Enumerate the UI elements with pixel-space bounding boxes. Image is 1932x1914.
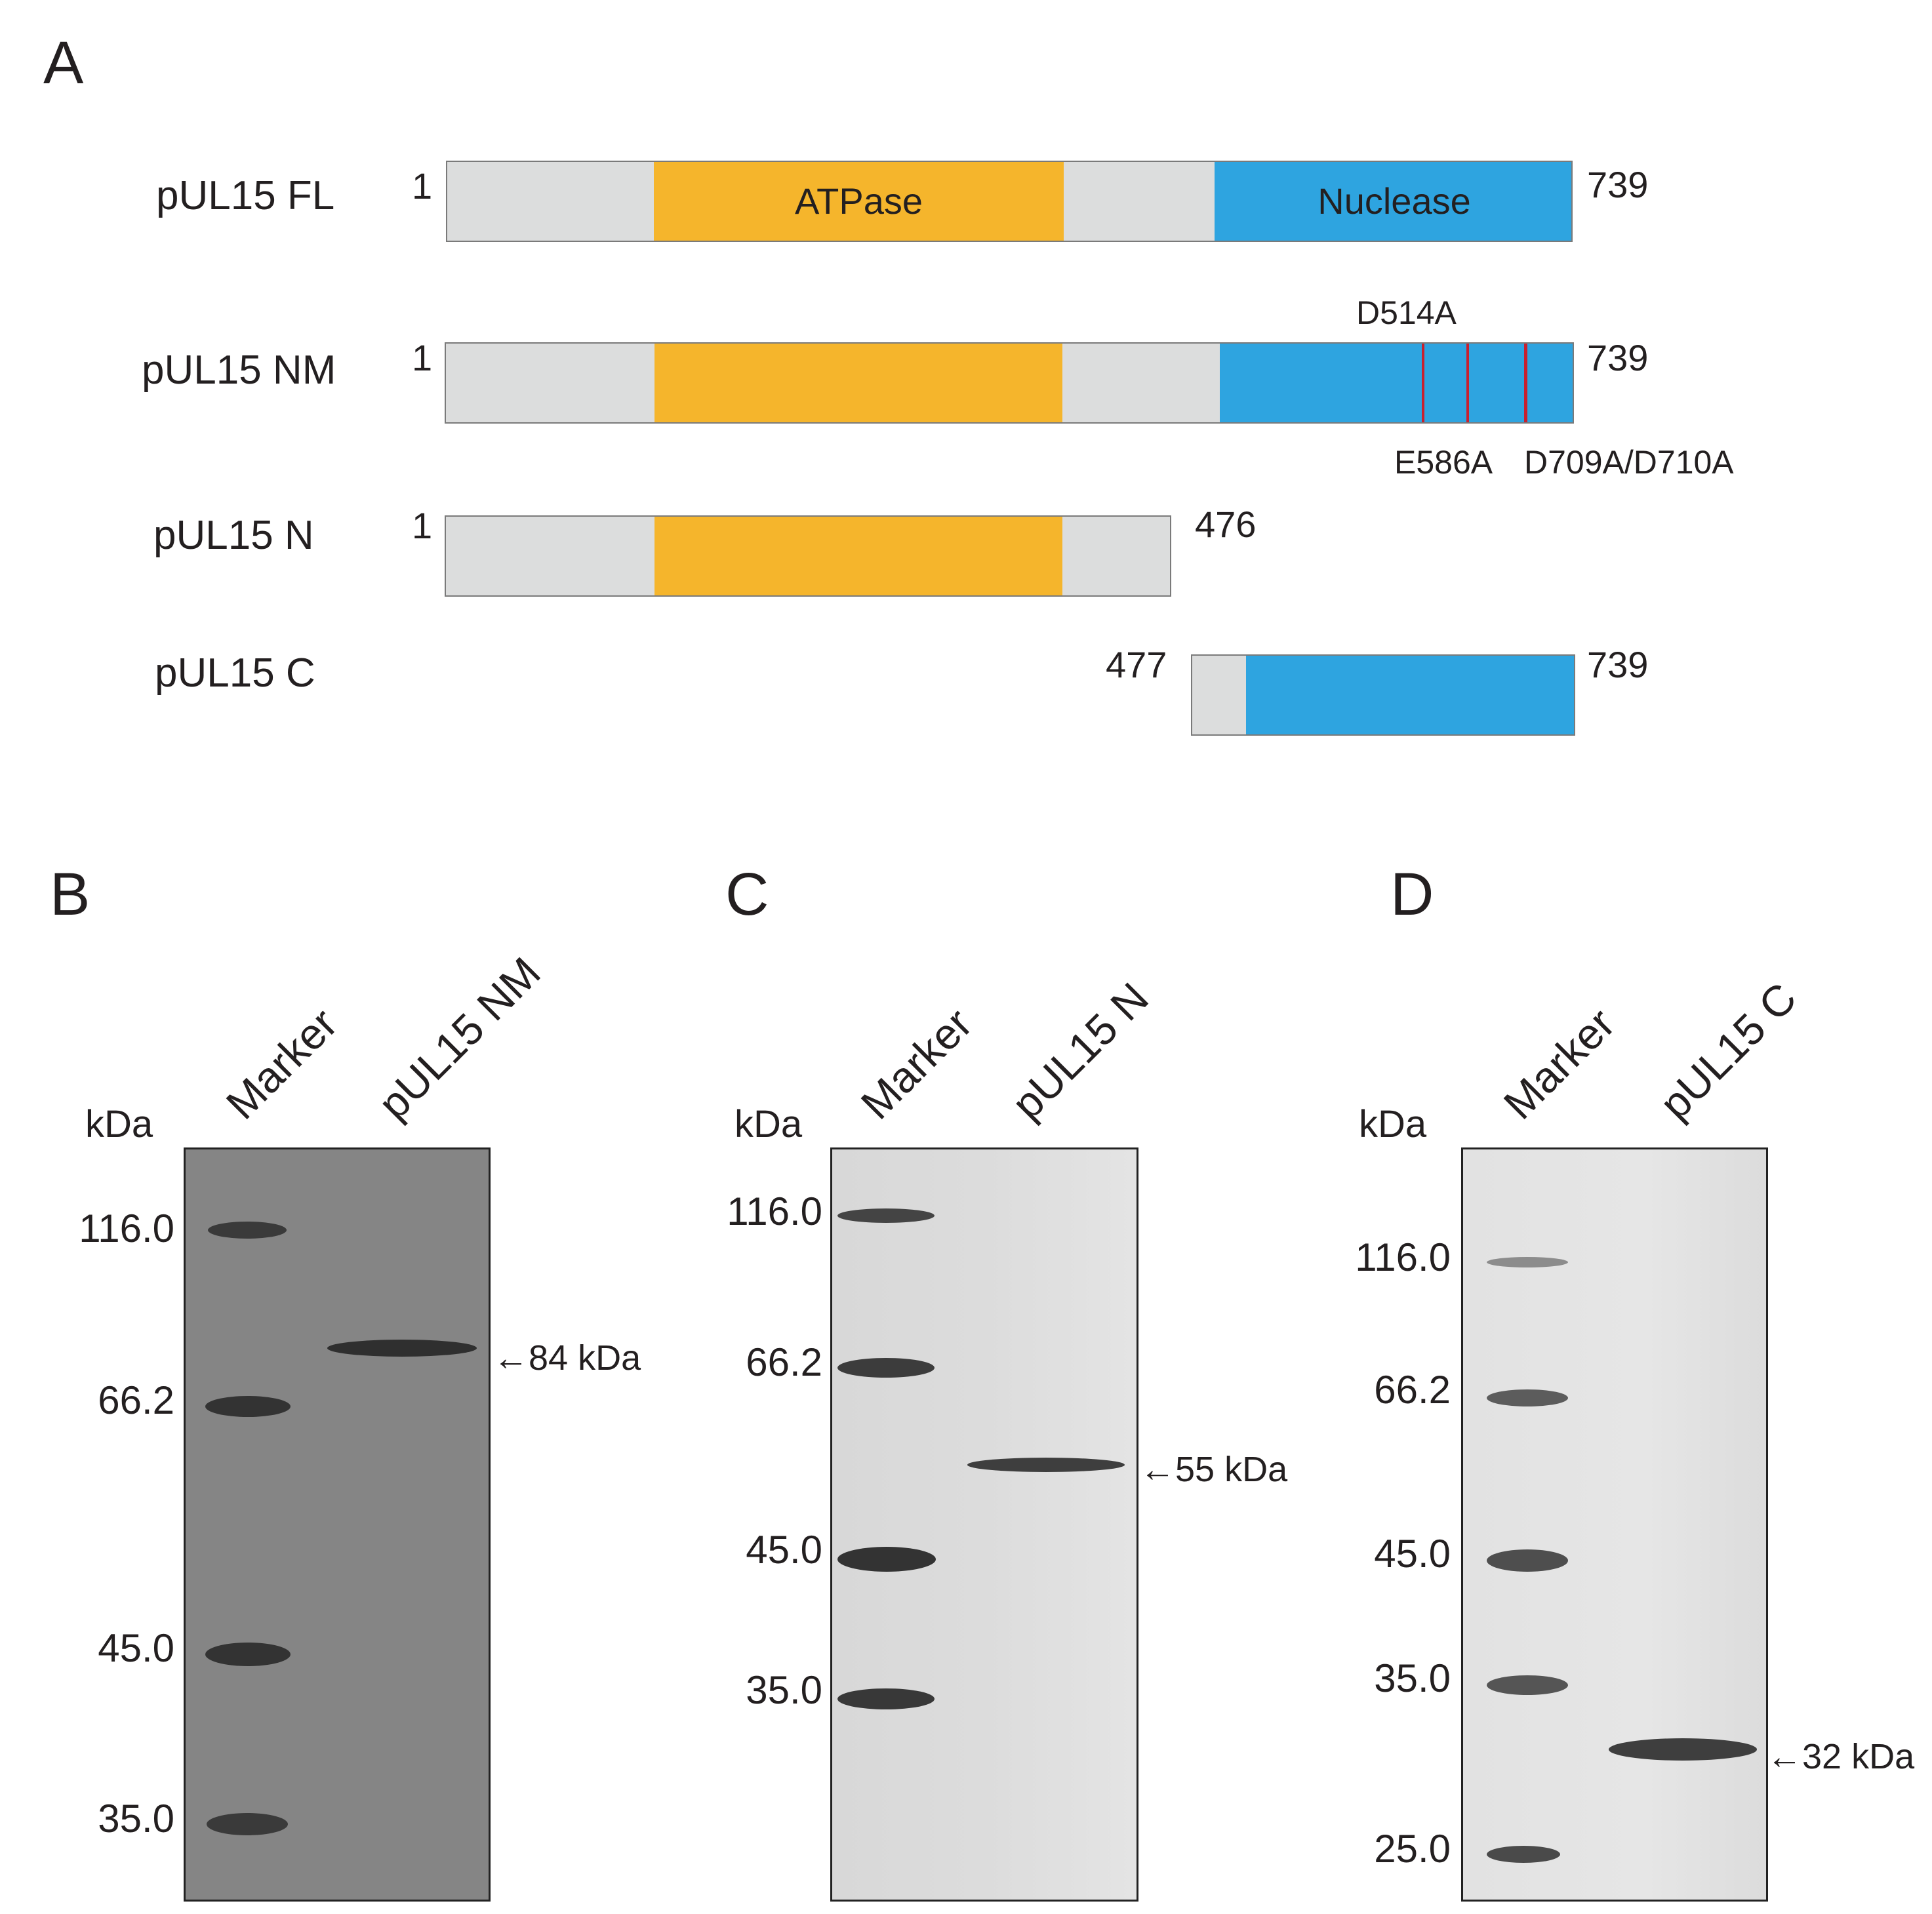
- end-residue: 739: [1587, 337, 1649, 378]
- unit-label: kDa: [1359, 1103, 1427, 1146]
- marker-band: [205, 1643, 291, 1666]
- mutation-marker: [1422, 344, 1424, 422]
- band-size-label: 84 kDa: [529, 1338, 641, 1378]
- marker-band: [837, 1688, 935, 1709]
- mutation-marker: [1524, 344, 1527, 422]
- end-residue: 739: [1587, 644, 1649, 685]
- nuclease-domain: Nuclease: [1215, 162, 1571, 241]
- start-residue: 1: [412, 165, 433, 207]
- lane-label-sample: pUL15 NM: [369, 947, 550, 1128]
- marker-band: [837, 1208, 935, 1223]
- marker-band: [1487, 1389, 1568, 1406]
- start-residue: 1: [412, 505, 433, 546]
- lane-label-sample: pUL15 C: [1650, 973, 1806, 1128]
- gel-image: [1461, 1147, 1768, 1902]
- domain-bar: ATPase Nuclease: [446, 161, 1573, 242]
- band-annotation: ←32 kDa: [1767, 1737, 1915, 1776]
- lane-label-marker: Marker: [216, 999, 347, 1128]
- marker-size-label: 66.2: [1374, 1368, 1451, 1412]
- end-residue: 739: [1587, 164, 1649, 205]
- marker-size-label: 116.0: [79, 1206, 174, 1250]
- unit-label: kDa: [735, 1103, 803, 1146]
- marker-size-label: 116.0: [1355, 1235, 1451, 1279]
- panel-letter-a: A: [43, 30, 84, 96]
- atpase-label: ATPase: [794, 180, 923, 222]
- lane-label-sample: pUL15 N: [1002, 973, 1158, 1128]
- marker-size-label: 66.2: [98, 1378, 174, 1422]
- atpase-domain: [654, 344, 1062, 422]
- nuclease-label: Nuclease: [1318, 180, 1471, 222]
- start-residue: 477: [1106, 644, 1167, 685]
- panel-letter-b: B: [50, 861, 91, 928]
- end-residue: 476: [1195, 504, 1257, 545]
- marker-size-label: 66.2: [746, 1340, 822, 1384]
- panel-letter-d: D: [1390, 861, 1434, 928]
- domain-bar: [445, 342, 1574, 424]
- mutation-marker: [1466, 344, 1469, 422]
- marker-size-label: 25.0: [1374, 1827, 1451, 1871]
- mutation-label-e586a: E586A: [1394, 444, 1493, 481]
- marker-band: [837, 1547, 936, 1572]
- marker-size-label: 35.0: [98, 1797, 174, 1841]
- lane-label-marker: Marker: [851, 999, 982, 1128]
- gel-image: [830, 1147, 1138, 1902]
- atpase-domain: [654, 517, 1062, 595]
- atpase-domain: ATPase: [654, 162, 1064, 241]
- construct-name: pUL15 C: [155, 650, 315, 696]
- marker-band: [1487, 1257, 1568, 1267]
- panel-letter-c: C: [725, 861, 769, 928]
- nuclease-domain: [1246, 656, 1574, 734]
- nuclease-domain: [1220, 344, 1573, 422]
- marker-size-label: 35.0: [1374, 1656, 1451, 1700]
- marker-size-label: 45.0: [1374, 1532, 1451, 1576]
- mutation-label-d514a: D514A: [1356, 294, 1457, 331]
- marker-band: [1487, 1549, 1568, 1572]
- marker-band: [1487, 1846, 1560, 1863]
- protein-band: [967, 1458, 1125, 1472]
- marker-size-label: 45.0: [746, 1528, 822, 1572]
- protein-band: [327, 1340, 477, 1357]
- construct-name: pUL15 FL: [156, 173, 335, 218]
- band-size-label: 32 kDa: [1802, 1737, 1915, 1776]
- protein-band: [1609, 1738, 1757, 1761]
- marker-band: [207, 1813, 288, 1835]
- marker-band: [1487, 1675, 1568, 1695]
- unit-label: kDa: [85, 1103, 153, 1146]
- marker-size-label: 45.0: [98, 1626, 174, 1670]
- marker-band: [208, 1222, 287, 1239]
- marker-size-label: 116.0: [727, 1189, 822, 1233]
- construct-name: pUL15 NM: [142, 348, 336, 393]
- domain-bar: [1191, 654, 1575, 736]
- gel-image: [184, 1147, 491, 1902]
- mutation-label-d709a-d710a: D709A/D710A: [1524, 444, 1734, 481]
- domain-bar: [445, 515, 1171, 597]
- construct-name: pUL15 N: [153, 513, 314, 558]
- start-residue: 1: [412, 337, 433, 378]
- lane-label-marker: Marker: [1494, 999, 1624, 1128]
- marker-size-label: 35.0: [746, 1668, 822, 1712]
- marker-band: [205, 1396, 291, 1417]
- band-size-label: 55 kDa: [1175, 1450, 1288, 1489]
- band-annotation: ←55 kDa: [1140, 1450, 1288, 1489]
- marker-band: [837, 1358, 935, 1378]
- band-annotation: ←84 kDa: [493, 1338, 641, 1378]
